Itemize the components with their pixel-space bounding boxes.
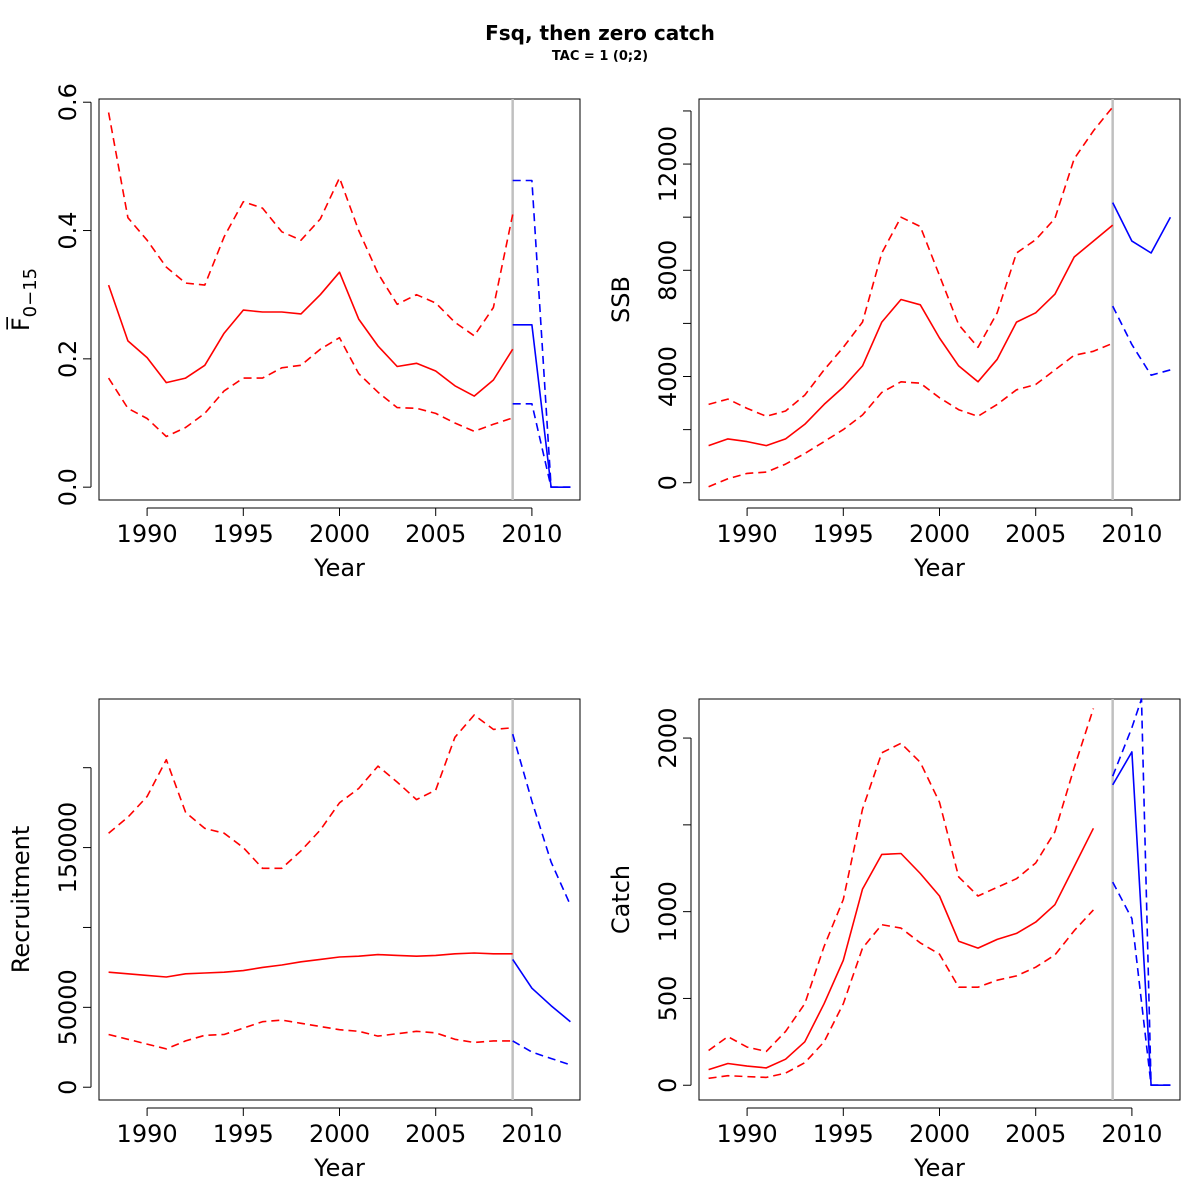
- series-line-historic-median: [108, 952, 513, 978]
- panel-recruitment: 1990 1995 2000 2005 2010 Year 0 50000 150000 Recr…: [7, 698, 581, 1182]
- figure-title: Fsq, then zero catch: [485, 21, 715, 45]
- y-tick-label: 0: [654, 1078, 682, 1093]
- panel-ssb: 1990 1995 2000 2005 2010 Year 0 4000 8000 12000 SS…: [607, 98, 1181, 582]
- y-tick-label: 12000: [654, 126, 682, 202]
- x-tick-label: 1990: [117, 1120, 178, 1148]
- x-axis: 1990 1995 2000 2005 2010: [117, 507, 562, 548]
- x-tick-label: 2010: [501, 1120, 562, 1148]
- series-group: [108, 714, 572, 1066]
- series-line-projection-lower: [512, 402, 571, 489]
- x-tick-label: 2005: [1005, 1120, 1066, 1148]
- x-tick-label: 1995: [213, 1120, 274, 1148]
- plot-frame: [98, 98, 581, 501]
- series-line-historic-lower: [708, 342, 1114, 488]
- y-tick-label: 0: [654, 475, 682, 490]
- x-tick-label: 2005: [405, 1120, 466, 1148]
- y-tick-label: 50000: [54, 969, 82, 1045]
- series-line-projection-upper: [512, 179, 571, 489]
- x-tick-label: 1995: [213, 520, 274, 548]
- figure-subtitle: TAC = 1 (0;2): [552, 49, 648, 64]
- plot-frame: [698, 698, 1181, 1101]
- x-tick-label: 2000: [909, 520, 970, 548]
- series-line-projection-lower: [1111, 881, 1171, 1086]
- x-tick-label: 2010: [1101, 1120, 1162, 1148]
- x-tick-label: 2000: [309, 520, 370, 548]
- series-group: [708, 106, 1172, 488]
- x-axis: 1990 1995 2000 2005 2010: [717, 507, 1162, 548]
- panel-catch: 1990 1995 2000 2005 2010 Year 0 500 1000 2000 Catc…: [607, 698, 1181, 1182]
- y-axis-label-main: Catch: [607, 865, 635, 934]
- x-tick-label: 2010: [1101, 520, 1162, 548]
- series-line-projection-median: [512, 323, 571, 489]
- x-tick-label: 2005: [405, 520, 466, 548]
- series-group: [107, 112, 571, 489]
- y-tick-label: 500: [654, 976, 682, 1022]
- y-tick-label: 2000: [654, 708, 682, 769]
- y-tick-label: 150000: [54, 802, 82, 894]
- y-tick-label: 4000: [654, 346, 682, 407]
- x-axis-label: Year: [313, 554, 365, 582]
- x-tick-label: 2000: [909, 1120, 970, 1148]
- x-axis-label: Year: [913, 554, 965, 582]
- y-tick-label: 1000: [654, 881, 682, 942]
- y-axis-label: Catch: [607, 865, 635, 934]
- y-tick-label: 0.2: [54, 340, 82, 378]
- y-axis-label: Recruitment: [7, 826, 35, 973]
- series-line-historic-upper: [108, 714, 513, 870]
- plot-frame: [698, 98, 1181, 501]
- x-tick-label: 2005: [1005, 520, 1066, 548]
- y-tick-label: 0: [54, 1080, 82, 1095]
- x-axis: 1990 1995 2000 2005 2010: [717, 1107, 1162, 1148]
- y-tick-label: 0.4: [54, 211, 82, 249]
- series-line-historic-lower: [108, 1019, 513, 1050]
- series-line-historic-upper: [708, 708, 1095, 1053]
- y-tick-label: 0.6: [54, 83, 82, 121]
- x-tick-label: 2010: [501, 520, 562, 548]
- x-tick-label: 1990: [717, 1120, 778, 1148]
- y-axis: 0 50000 150000: [54, 767, 92, 1095]
- series-line-historic-lower: [107, 336, 513, 438]
- series-line-historic-upper: [107, 112, 514, 337]
- y-axis-label: F̅0−15: [6, 268, 41, 331]
- series-line-projection-lower: [512, 1040, 571, 1066]
- series-line-historic-lower: [708, 909, 1094, 1080]
- y-axis-label-main: SSB: [607, 276, 635, 323]
- x-tick-label: 1990: [117, 520, 178, 548]
- y-axis-label-main: F̅: [6, 316, 35, 331]
- series-line-historic-upper: [708, 106, 1114, 418]
- series-line-projection-median: [1111, 202, 1172, 254]
- x-tick-label: 1995: [813, 1120, 874, 1148]
- y-axis-label: SSB: [607, 276, 635, 323]
- y-axis-label-main: Recruitment: [7, 826, 35, 973]
- x-axis-label: Year: [313, 1154, 365, 1182]
- series-line-historic-median: [107, 271, 514, 397]
- series-line-historic-median: [708, 224, 1114, 447]
- y-axis: 0 4000 8000 12000: [654, 110, 692, 490]
- series-line-projection-upper: [1111, 698, 1171, 1086]
- series-group: [708, 698, 1171, 1086]
- x-tick-label: 1995: [813, 520, 874, 548]
- x-axis: 1990 1995 2000 2005 2010: [117, 1107, 562, 1148]
- x-tick-label: 2000: [309, 1120, 370, 1148]
- panel-fbar: 1990 1995 2000 2005 2010 Year 0.0 0.2 0.4 0.6 F̅0−…: [6, 83, 581, 582]
- y-tick-label: 8000: [654, 240, 682, 301]
- plot-frame: [98, 698, 581, 1101]
- series-line-projection-upper: [511, 733, 572, 906]
- y-tick-label: 0.0: [54, 468, 82, 506]
- y-axis: 0.0 0.2 0.4 0.6: [54, 83, 92, 506]
- x-tick-label: 1990: [717, 520, 778, 548]
- series-line-projection-median: [1112, 751, 1171, 1086]
- series-line-projection-lower: [1111, 305, 1171, 377]
- y-axis-label-subscript: 0−15: [20, 268, 41, 317]
- series-line-projection-median: [512, 958, 571, 1023]
- x-axis-label: Year: [913, 1154, 965, 1182]
- y-axis: 0 500 1000 2000: [654, 708, 692, 1093]
- series-line-historic-median: [708, 827, 1095, 1071]
